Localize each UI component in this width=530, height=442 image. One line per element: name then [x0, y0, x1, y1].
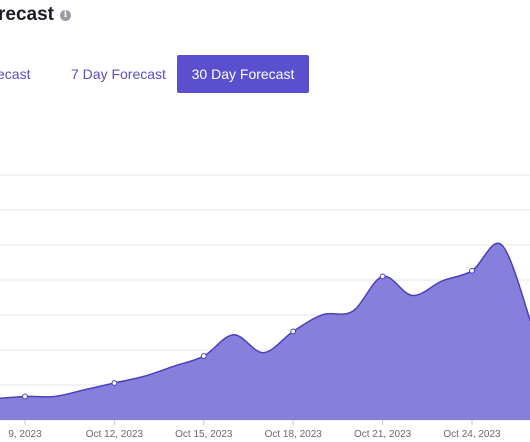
page-title: recast i [0, 4, 71, 26]
data-point[interactable] [290, 328, 297, 335]
data-point[interactable] [379, 273, 386, 280]
page-title-text: recast [0, 4, 54, 25]
x-tick-label: Oct 12, 2023 [86, 429, 144, 440]
data-point[interactable] [469, 267, 475, 274]
x-tick-label: Oct 24, 2023 [443, 429, 501, 440]
forecast-line [0, 242, 530, 400]
x-tick-label: 9, 2023 [8, 429, 42, 440]
tab-forecast[interactable]: ecast [0, 66, 31, 82]
tab-30-day-forecast[interactable]: 30 Day Forecast [177, 55, 309, 93]
x-tick-label: Oct 21, 2023 [354, 429, 412, 440]
x-tick-label: Oct 15, 2023 [175, 429, 233, 440]
info-icon[interactable]: i [60, 9, 71, 21]
forecast-area [0, 243, 530, 420]
data-point[interactable] [200, 353, 207, 359]
data-point[interactable] [111, 380, 118, 386]
tab-7-day-forecast[interactable]: 7 Day Forecast [71, 66, 166, 82]
data-point[interactable] [22, 393, 28, 400]
x-tick-label: Oct 18, 2023 [265, 429, 323, 440]
